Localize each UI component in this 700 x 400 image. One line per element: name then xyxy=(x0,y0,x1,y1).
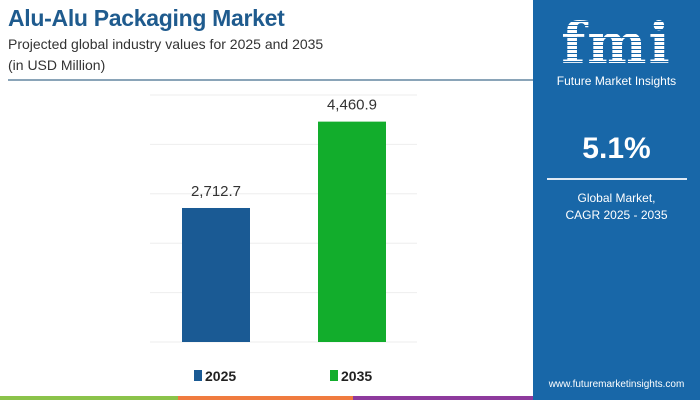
bar-2035 xyxy=(318,121,386,343)
strip-orange xyxy=(178,396,353,400)
data-label: 4,460.9 xyxy=(327,97,377,114)
bar-chart: 2,712.7 2025 4,460.9 2035 xyxy=(150,94,417,384)
strip-green xyxy=(0,396,178,400)
divider xyxy=(8,79,533,81)
cagr-panel: fmi Future Market Insights 5.1% Global M… xyxy=(533,0,700,400)
cagr-label: Global Market, CAGR 2025 - 2035 xyxy=(533,190,700,224)
legend-swatch xyxy=(194,370,202,381)
page-title: Alu-Alu Packaging Market xyxy=(8,5,285,31)
bar-2025 xyxy=(182,207,250,342)
strip-purple xyxy=(353,396,533,400)
divider xyxy=(546,178,687,180)
legend-label: 2025 xyxy=(205,368,236,384)
legend-swatch xyxy=(330,370,338,381)
brand-name: Future Market Insights xyxy=(556,74,677,88)
legend-label: 2035 xyxy=(341,368,372,384)
cagr-label-line1: Global Market, xyxy=(577,191,656,205)
website-link[interactable]: www.futuremarketinsights.com xyxy=(548,379,685,390)
subtitle: Projected global industry values for 202… xyxy=(8,36,324,52)
unit-label: (in USD Million) xyxy=(8,57,106,73)
fmi-logo: fmi xyxy=(533,14,700,74)
cagr-label-line2: CAGR 2025 - 2035 xyxy=(565,208,668,222)
cagr-value: 5.1% xyxy=(582,132,651,165)
data-label: 2,712.7 xyxy=(191,183,241,200)
